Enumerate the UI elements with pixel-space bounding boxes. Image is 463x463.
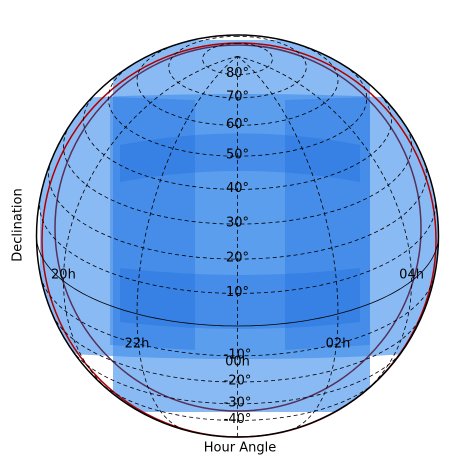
coverage-overlap [285, 97, 370, 350]
x-tick-label: 20h [51, 267, 76, 282]
limit-circle [54, 44, 422, 412]
y-tick-label: 60° [226, 117, 249, 132]
y-tick-label: -20° [224, 374, 252, 389]
x-tick-label: 02h [326, 336, 351, 351]
y-axis-label: Declination [11, 188, 26, 262]
grid-line [136, 55, 238, 431]
coverage [40, 40, 439, 412]
x-tick-label: 00h [225, 354, 250, 369]
coverage-overlap [120, 133, 360, 182]
grid-line [237, 55, 339, 431]
grid-line [62, 124, 413, 225]
grid-line [237, 55, 413, 394]
grid-line [48, 159, 427, 260]
coverage-region [113, 40, 370, 412]
coverage-overlap [110, 97, 195, 350]
x-tick-label: 04h [399, 267, 424, 282]
y-tick-label: -30° [224, 395, 252, 410]
y-tick-label: -10° [224, 347, 252, 362]
x-tick-label: 22h [125, 336, 150, 351]
grid-line [202, 43, 273, 75]
grid-line [62, 55, 238, 394]
y-tick-label: 10° [226, 285, 249, 300]
y-tick-label: 80° [226, 66, 249, 81]
x-axis-label: Hour Angle [204, 441, 276, 456]
grid-line [40, 276, 435, 357]
grid-line [136, 41, 339, 126]
coverage-overlap [120, 268, 360, 329]
grid-line [52, 314, 423, 383]
grid-line [98, 381, 377, 421]
y-tick-label: 70° [226, 89, 249, 104]
